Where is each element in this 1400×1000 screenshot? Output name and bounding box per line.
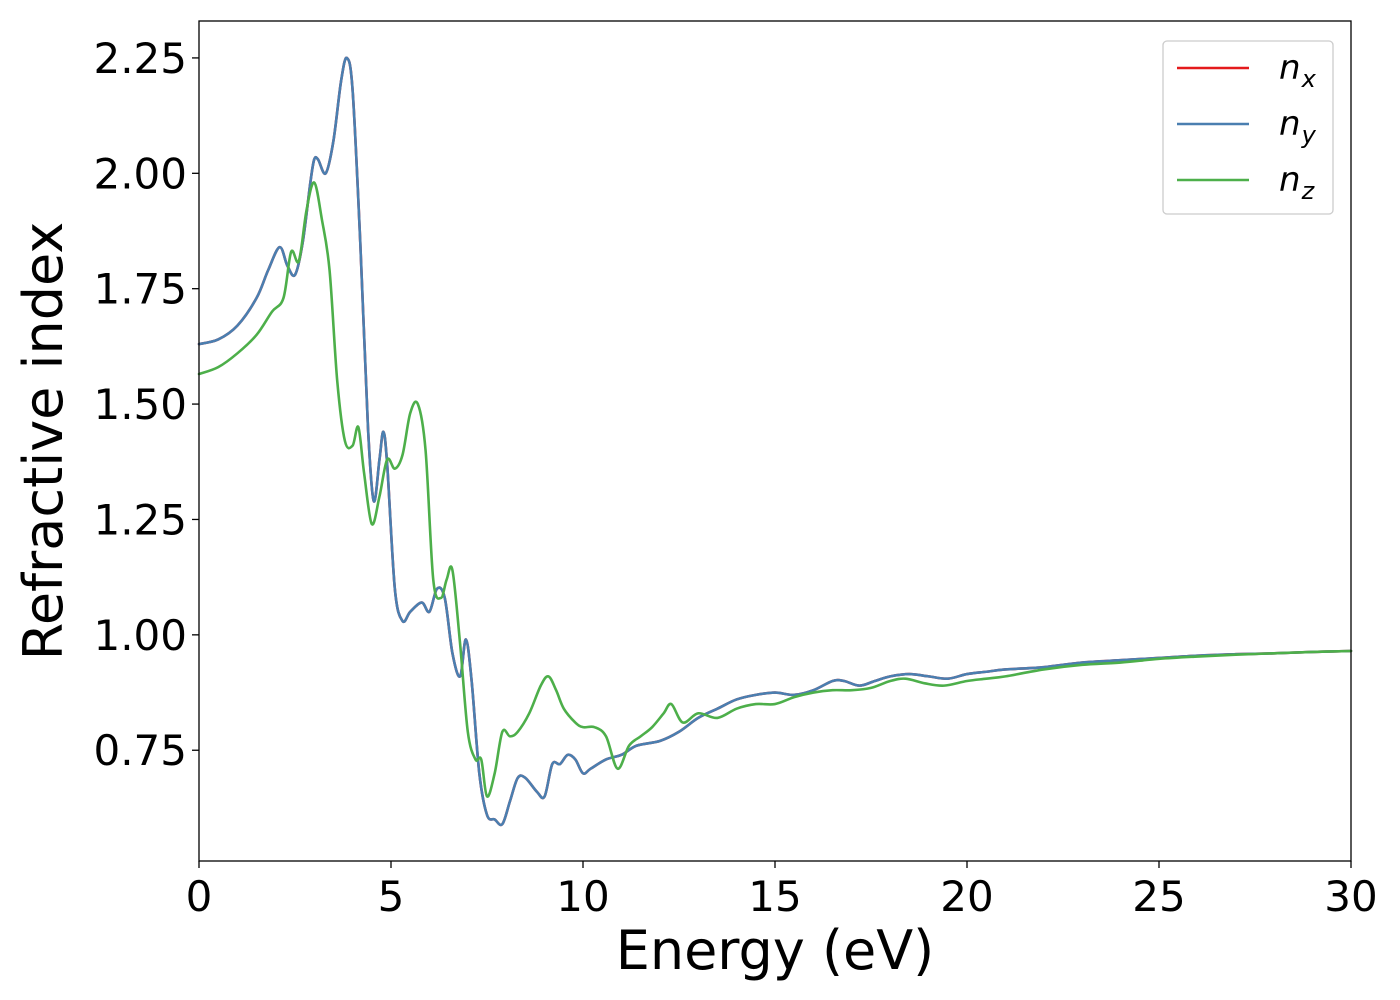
x-tick-label: 15 <box>748 872 801 921</box>
series-line-nz <box>197 181 1353 798</box>
x-tick-label: 25 <box>1132 872 1185 921</box>
legend-box <box>1162 40 1334 215</box>
series-layer <box>197 56 1353 827</box>
series-line-ny <box>197 56 1353 827</box>
y-tick-label: 1.00 <box>93 611 187 660</box>
x-tick-label: 10 <box>556 872 609 921</box>
x-tick-label: 5 <box>378 872 405 921</box>
y-tick-label: 1.50 <box>93 380 187 429</box>
y-tick-label: 2.25 <box>93 34 187 83</box>
x-axis-ticks: 0 5 10 15 20 25 30 <box>186 861 1378 921</box>
y-tick-label: 0.75 <box>93 726 187 775</box>
y-axis-title: Refractive index <box>12 222 75 661</box>
x-tick-label: 20 <box>940 872 993 921</box>
x-tick-label: 30 <box>1324 872 1377 921</box>
x-axis-title: Energy (eV) <box>616 919 935 982</box>
y-tick-label: 1.75 <box>93 265 187 314</box>
legend-label-ny: ny <box>1279 104 1317 149</box>
legend: nx ny nz <box>1162 40 1334 215</box>
x-tick-label: 0 <box>186 872 213 921</box>
legend-items: nx ny nz <box>1177 48 1317 205</box>
legend-label-nz: nz <box>1279 160 1316 205</box>
y-tick-label: 1.25 <box>93 495 187 544</box>
y-axis-ticks: 0.75 1.00 1.25 1.50 1.75 2.00 2.25 <box>93 34 199 775</box>
legend-label-nx: nx <box>1279 48 1317 93</box>
y-tick-label: 2.00 <box>93 149 187 198</box>
